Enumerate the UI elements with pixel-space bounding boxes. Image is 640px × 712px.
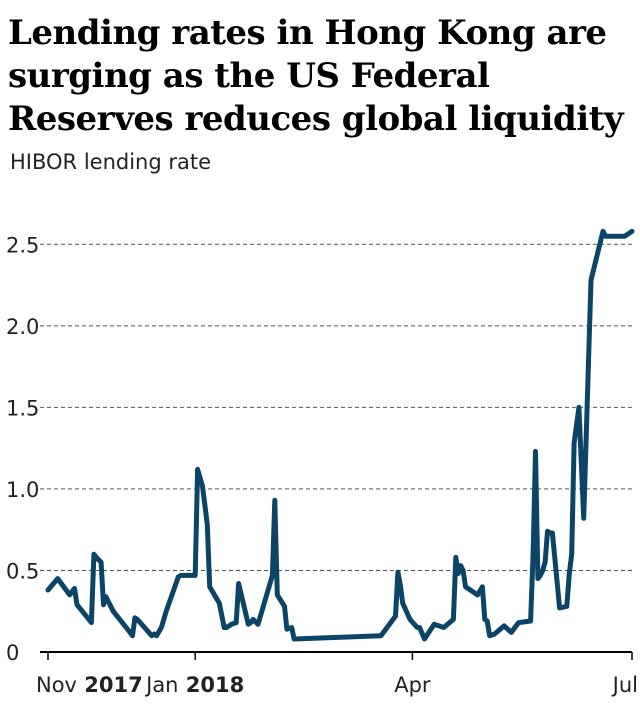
- x-tick-label: Nov 2017: [36, 673, 143, 697]
- x-tick-label: Jul: [611, 673, 638, 697]
- chart-subtitle: HIBOR lending rate: [10, 150, 212, 174]
- y-tick-label: 0.5: [6, 559, 39, 583]
- chart-title: Lending rates in Hong Kong are surging a…: [8, 13, 624, 139]
- y-tick-label: 2.0: [6, 315, 39, 339]
- y-tick-label: 1.0: [6, 478, 39, 502]
- y-axis-ticks: 0 0.5 1.0 1.5 2.0 2.5: [6, 233, 39, 665]
- x-tick-label: Jan 2018: [144, 673, 244, 697]
- series-line-hibor: [45, 228, 635, 642]
- y-tick-label: 0: [6, 641, 19, 665]
- y-tick-label: 1.5: [6, 396, 39, 420]
- gridlines: [40, 243, 632, 571]
- x-tick-label: Apr: [394, 673, 431, 697]
- x-axis-ticks: Nov 2017 Jan 2018 Apr Jul: [36, 652, 638, 697]
- y-tick-label: 2.5: [6, 233, 39, 257]
